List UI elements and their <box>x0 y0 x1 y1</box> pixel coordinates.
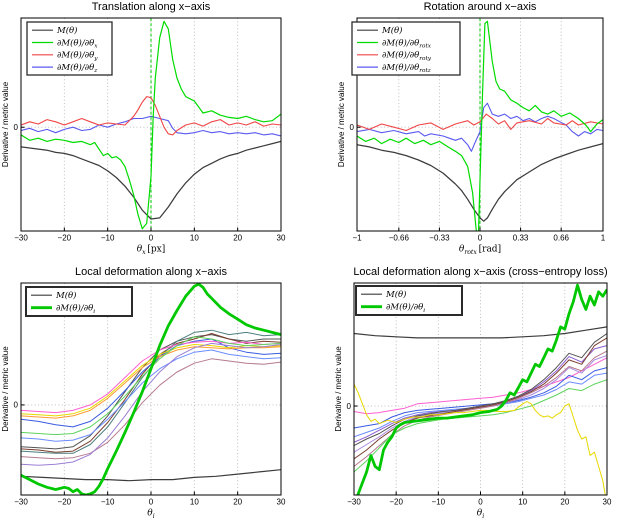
y-axis-label: Derivative / metric value <box>337 81 346 167</box>
y-axis-label: Derivative / metric value <box>1 81 10 167</box>
x-tick-label: −20 <box>389 498 403 507</box>
x-tick-label: −10 <box>101 498 115 507</box>
x-tick-label: −20 <box>58 498 72 507</box>
series-line-deform-lightblue <box>21 349 281 442</box>
x-tick-label: 10 <box>518 498 527 507</box>
chart-title: Rotation around x−axis <box>424 1 537 13</box>
x-tick-label: −0.66 <box>389 234 410 243</box>
x-tick-label: 30 <box>277 234 286 243</box>
x-tick-label: −10 <box>432 498 446 507</box>
x-axis-label: θx [px] <box>137 245 166 256</box>
series-line-dM-dtheta-i <box>21 283 281 495</box>
series-line-dM-dtheta-x <box>21 20 281 230</box>
chart-title: Local deformation along x−axis (cross−en… <box>353 266 607 278</box>
legend-label: ∂M(θ)/∂θz <box>57 62 98 74</box>
series-line-deform-blue <box>21 338 281 428</box>
series-line-deform-blue <box>354 367 607 429</box>
x-tick-label: 10 <box>190 234 199 243</box>
x-tick-label: 20 <box>233 498 242 507</box>
legend-label: ∂M(θ)/∂θrotz <box>382 62 432 74</box>
series-line-deform-yellow <box>354 383 606 495</box>
series-line-dM-dtheta-y <box>21 96 281 136</box>
x-tick-label: −30 <box>14 498 28 507</box>
subplot-local-deformation-xent: −30 −20 −10 0 10 20 30 0 Local deformation along… <box>320 260 640 520</box>
series-line-deform-mauve <box>354 350 607 467</box>
x-tick-label: −10 <box>101 234 115 243</box>
y-axis-label: Derivative / metric value <box>334 346 343 432</box>
legend-label: ∂M(θ)/∂θx <box>57 37 98 49</box>
y-tick-label: 0 <box>14 401 19 410</box>
x-tick-label: 0 <box>149 498 154 507</box>
x-tick-label: 10 <box>190 498 199 507</box>
legend-label: ∂M(θ)/∂θrotx <box>382 37 432 49</box>
series-line-M-theta <box>357 142 603 222</box>
x-tick-label: −30 <box>347 498 361 507</box>
y-tick-label: 0 <box>350 123 355 132</box>
x-tick-label: 0 <box>478 498 483 507</box>
legend-label: M(θ) <box>56 25 77 36</box>
legend-label: ∂M(θ)/∂θi <box>386 302 425 314</box>
x-axis-label: θrotx [rad] <box>459 245 501 256</box>
x-tick-label: 1 <box>601 234 606 243</box>
x-tick-label: −20 <box>58 234 72 243</box>
legend-box <box>25 286 133 317</box>
series-line-deform-teal <box>21 329 281 454</box>
x-tick-label: −1 <box>352 234 362 243</box>
series-line-dM-dtheta-z <box>21 115 281 137</box>
legend-box <box>351 21 461 76</box>
series-line-deform-violet <box>21 342 281 466</box>
x-tick-label: 30 <box>603 498 612 507</box>
series-line-deform-lightgreen <box>354 379 607 473</box>
x-axis-label: θi <box>477 509 484 520</box>
x-tick-label: 20 <box>560 498 569 507</box>
legend-label: M(θ) <box>385 289 406 300</box>
legend-label: ∂M(θ)/∂θy <box>57 50 98 62</box>
series-line-dM-dtheta-rotx <box>357 20 603 231</box>
series-line-deform-gray <box>354 333 607 447</box>
legend-box <box>26 21 113 76</box>
chart-canvas-1: −1 −0.66 −0.33 0 0.33 0.66 1 0 Rotation around x… <box>337 1 606 256</box>
series-line-dM-dtheta-roty <box>357 113 603 132</box>
legend-label: ∂M(θ)/∂θi <box>56 303 95 315</box>
x-tick-label: −30 <box>14 234 28 243</box>
x-tick-label: 0 <box>478 234 483 243</box>
series-line-deform-gray <box>21 334 281 450</box>
series-line-M-theta <box>354 326 607 339</box>
x-tick-label: 0.33 <box>513 234 529 243</box>
series-line-deform-mauve <box>21 358 281 460</box>
chart-title: Translation along x−axis <box>92 1 211 13</box>
series-line-deform-pink <box>21 340 281 414</box>
legend-box <box>355 285 463 316</box>
series-line-M-theta <box>21 140 281 220</box>
x-tick-label: 20 <box>233 234 242 243</box>
y-tick-label: 0 <box>347 402 352 411</box>
subplot-rotation-x: −1 −0.66 −0.33 0 0.33 0.66 1 0 Rotation around x… <box>320 0 640 260</box>
series-line-deform-orange <box>21 346 281 419</box>
y-tick-label: 0 <box>14 123 19 132</box>
subplot-translation-x: −30 −20 −10 0 10 20 30 0 Translation along x−axi… <box>0 0 320 260</box>
legend-label: M(θ) <box>55 290 76 301</box>
x-axis-label: θi <box>147 509 154 520</box>
series-line-dM-dtheta-i <box>356 283 607 495</box>
chart-canvas-3: −30 −20 −10 0 10 20 30 0 Local deformation along… <box>334 266 612 520</box>
x-tick-label: 30 <box>277 498 286 507</box>
x-tick-label: 0.66 <box>553 234 569 243</box>
subplot-local-deformation: −30 −20 −10 0 10 20 30 0 Local deformation along… <box>0 260 320 520</box>
y-axis-label: Derivative / metric value <box>1 346 10 432</box>
legend-label: ∂M(θ)/∂θroty <box>382 50 432 62</box>
chart-title: Local deformation along x−axis <box>75 266 227 278</box>
chart-canvas-0: −30 −20 −10 0 10 20 30 0 Translation along x−axi… <box>1 1 286 256</box>
legend-label: M(θ) <box>381 25 402 36</box>
chart-canvas-2: −30 −20 −10 0 10 20 30 0 Local deformation along… <box>1 266 286 520</box>
x-tick-label: −0.33 <box>429 234 450 243</box>
series-line-M-theta <box>21 469 281 482</box>
x-tick-label: 0 <box>149 234 154 243</box>
